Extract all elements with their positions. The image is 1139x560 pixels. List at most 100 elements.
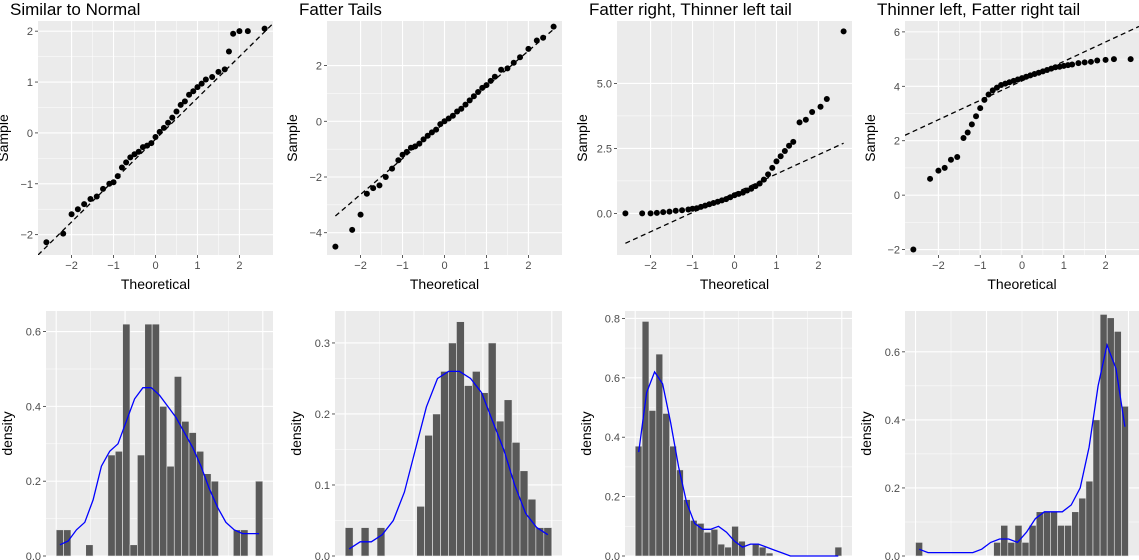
density-curve bbox=[348, 370, 549, 550]
histogram-bar bbox=[416, 505, 425, 557]
data-point bbox=[382, 174, 389, 180]
data-point bbox=[540, 34, 547, 41]
histogram-bar bbox=[738, 540, 746, 557]
density-curve bbox=[59, 387, 260, 546]
data-point bbox=[420, 136, 427, 143]
histogram-bar bbox=[710, 528, 719, 557]
data-point bbox=[802, 116, 809, 123]
histogram-bar bbox=[487, 342, 497, 557]
data-point bbox=[525, 45, 532, 52]
data-point bbox=[118, 164, 125, 171]
data-point bbox=[927, 175, 934, 182]
chart-panel-1: −2 −1 0 1 2 −2 −1 0 1 2 Similar to Normal Theoretic… bbox=[0, 0, 273, 292]
data-point bbox=[910, 246, 917, 253]
histogram-bar bbox=[993, 542, 1002, 557]
data-point bbox=[424, 132, 431, 139]
data-point bbox=[817, 103, 824, 110]
data-point bbox=[389, 165, 396, 172]
data-point bbox=[202, 76, 209, 83]
x-tick-label: 1 bbox=[483, 260, 489, 272]
data-point bbox=[169, 114, 176, 121]
histogram-bar bbox=[1028, 525, 1037, 557]
histogram-bar bbox=[758, 546, 767, 557]
y-tick-label: 5.0 bbox=[597, 78, 612, 90]
histogram-bar bbox=[717, 543, 726, 557]
histogram-bar bbox=[765, 552, 774, 557]
chart-title: Fatter Tails bbox=[299, 0, 382, 19]
data-point bbox=[985, 91, 992, 98]
x-tick-label: −1 bbox=[974, 260, 987, 272]
histogram-bar bbox=[85, 544, 94, 557]
x-tick-label: −2 bbox=[65, 260, 78, 272]
data-point bbox=[679, 207, 686, 214]
data-point bbox=[777, 153, 784, 160]
data-point bbox=[954, 154, 961, 161]
data-point bbox=[60, 230, 67, 237]
histogram-bar bbox=[655, 353, 664, 557]
histogram-bar bbox=[448, 342, 457, 557]
x-tick-label: 1 bbox=[773, 260, 779, 272]
data-point bbox=[769, 164, 776, 171]
histogram-bar bbox=[543, 527, 553, 557]
y-tick-label: −2 bbox=[309, 172, 322, 184]
x-tick-label: 0 bbox=[1019, 260, 1025, 272]
data-point bbox=[110, 179, 117, 186]
histogram-bar bbox=[1050, 511, 1058, 557]
data-point bbox=[81, 201, 88, 208]
y-tick-label: 0 bbox=[894, 190, 900, 202]
chart-panel-5: 0.0 0.2 0.4 0.6 density bbox=[0, 311, 273, 560]
histogram-bar bbox=[166, 465, 175, 557]
data-point bbox=[666, 208, 673, 215]
histogram-bar bbox=[114, 450, 123, 557]
data-point bbox=[960, 135, 967, 141]
data-point bbox=[756, 180, 763, 187]
histogram-bar bbox=[648, 410, 657, 557]
data-point bbox=[796, 119, 803, 126]
data-point bbox=[332, 243, 339, 250]
histogram-bar bbox=[1000, 525, 1009, 557]
data-point bbox=[395, 157, 402, 164]
data-point bbox=[981, 96, 988, 103]
histogram-bar bbox=[1078, 497, 1087, 557]
y-axis-label: Sample bbox=[284, 114, 300, 162]
y-tick-label: 0.4 bbox=[605, 432, 620, 444]
histogram-bar bbox=[232, 529, 241, 557]
histogram-bar bbox=[915, 542, 923, 557]
histogram-bar bbox=[519, 470, 529, 557]
x-tick-label: 2 bbox=[1103, 260, 1109, 272]
x-tick-label: 0 bbox=[152, 260, 158, 272]
data-point bbox=[840, 28, 847, 35]
data-point bbox=[181, 98, 188, 105]
reference-line bbox=[334, 28, 555, 217]
data-point bbox=[194, 84, 201, 91]
histogram-bar bbox=[440, 371, 449, 557]
x-axis-label: Theoretical bbox=[987, 276, 1056, 292]
data-point bbox=[786, 142, 793, 149]
data-point bbox=[823, 96, 830, 102]
x-axis-label: Theoretical bbox=[410, 276, 479, 292]
data-point bbox=[639, 210, 646, 217]
data-point bbox=[647, 210, 654, 217]
chart-panel-6: 0.0 0.1 0.2 0.3 density bbox=[288, 311, 562, 560]
data-point bbox=[773, 158, 780, 165]
data-point bbox=[114, 173, 121, 180]
histogram-bar bbox=[511, 442, 521, 557]
histogram-bar bbox=[137, 454, 146, 557]
data-point bbox=[165, 119, 172, 126]
y-axis-label: Sample bbox=[0, 114, 11, 162]
data-point bbox=[221, 66, 228, 73]
histogram-bar bbox=[122, 323, 131, 557]
y-tick-label: 0.0 bbox=[315, 551, 330, 560]
y-tick-label: 2 bbox=[27, 26, 33, 38]
data-point bbox=[533, 37, 540, 44]
histogram-bar bbox=[188, 432, 197, 557]
histogram-bar bbox=[479, 392, 489, 557]
data-point bbox=[68, 211, 75, 218]
histogram-bar bbox=[464, 385, 473, 557]
y-tick-label: 4 bbox=[894, 81, 900, 93]
data-point bbox=[491, 73, 498, 80]
x-tick-label: 2 bbox=[525, 260, 531, 272]
data-point bbox=[1081, 59, 1088, 66]
histogram-bar bbox=[472, 371, 481, 557]
